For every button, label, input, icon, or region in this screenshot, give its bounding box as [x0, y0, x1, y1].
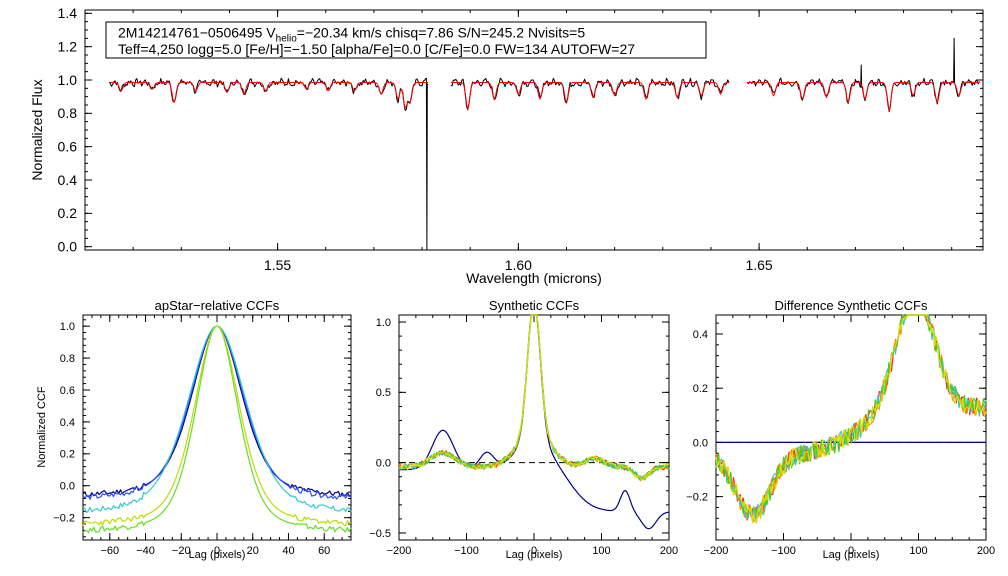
apstar-ylabel: Normalized CCF — [36, 386, 48, 468]
apstar-ccf-line — [82, 325, 352, 527]
x-tick-label: 100 — [909, 545, 927, 557]
x-tick-label: −200 — [387, 545, 412, 557]
apstar-ccf-line — [82, 325, 352, 534]
difference-ccf-line — [715, 314, 987, 521]
y-tick-label: 1.0 — [58, 72, 78, 88]
difference-ccf-line — [715, 314, 987, 518]
apstar-ccf-line — [82, 325, 352, 514]
spectrum-axes: 1.55 1.60 1.65 0.0 0.2 0.4 0.6 0.8 1.0 1.2 1.4 — [58, 5, 983, 273]
y-tick-label: 1.2 — [58, 39, 78, 55]
difference-title: Difference Synthetic CCFs — [775, 298, 928, 313]
y-tick-label: 1.0 — [376, 317, 391, 329]
x-tick-label: −100 — [454, 545, 479, 557]
y-tick-label: 0.6 — [60, 385, 75, 397]
info-line1-sub: helio — [276, 34, 298, 45]
x-tick-label: 200 — [977, 545, 995, 557]
spectrum-observed-line — [108, 77, 429, 251]
apstar-ccf-line — [82, 325, 352, 500]
x-tick-label: 100 — [592, 545, 610, 557]
y-tick-label: 0.6 — [58, 139, 78, 155]
y-tick-label: 0.8 — [58, 105, 78, 121]
synthetic-title: Synthetic CCFs — [489, 298, 580, 313]
y-tick-label: 0.2 — [58, 205, 78, 221]
y-tick-label: 0.5 — [376, 387, 391, 399]
spectrum-observed-line — [746, 37, 980, 113]
y-tick-label: 0.8 — [60, 353, 75, 365]
x-tick-label: 40 — [282, 545, 294, 557]
synthetic-xlabel: Lag (pixels) — [506, 549, 563, 561]
synthetic-frame — [398, 314, 670, 541]
spectrum-model-line — [747, 82, 980, 112]
y-tick-label: 1.0 — [60, 321, 75, 333]
synthetic-axes: −200 −100 0 100 200 −0.5 0.0 0.5 1.0 — [369, 315, 678, 557]
apstar-title: apStar−relative CCFs — [155, 298, 280, 313]
difference-ccf-panel: Difference Synthetic CCFs −200 −100 0 100 20… — [686, 298, 995, 561]
difference-ccf-line — [715, 314, 987, 524]
synthetic-ccf-line — [398, 314, 670, 481]
synthetic-series — [398, 314, 670, 530]
apstar-xlabel: Lag (pixels) — [189, 549, 246, 561]
x-tick-label: −40 — [136, 545, 155, 557]
y-tick-label: 0.4 — [58, 172, 78, 188]
spectrum-model-line — [109, 82, 429, 109]
y-tick-label: 0.2 — [693, 383, 708, 395]
difference-series — [715, 314, 987, 524]
y-tick-label: 0.0 — [693, 437, 708, 449]
synthetic-ccf-line — [398, 314, 670, 482]
x-tick-label: −20 — [172, 545, 191, 557]
x-tick-label: −200 — [704, 545, 729, 557]
spectrum-model-line — [450, 82, 729, 110]
x-tick-label: 20 — [247, 545, 259, 557]
x-tick-label: −60 — [100, 545, 119, 557]
difference-frame — [715, 314, 987, 541]
info-line1-a: 2M14214761−0506495 V — [118, 25, 276, 41]
spectrum-xlabel: Wavelength (microns) — [466, 270, 602, 286]
y-tick-label: 0.0 — [376, 458, 391, 470]
y-tick-label: −0.5 — [369, 528, 391, 540]
y-tick-label: 0.0 — [58, 239, 78, 255]
apstar-ccf-panel: apStar−relative CCFs −60 −40 −20 0 20 40 60 −0.… — [36, 298, 352, 561]
apstar-ccf-line — [82, 325, 352, 498]
spectrum-panel: 1.55 1.60 1.65 0.0 0.2 0.4 0.6 0.8 1.0 1.2 1.4 2M1… — [29, 5, 984, 286]
y-tick-label: −0.2 — [53, 513, 75, 525]
y-tick-label: 1.4 — [58, 5, 78, 21]
info-line1-b: =−20.34 km/s chisq=7.86 S/N=245.2 Nvisit… — [297, 25, 586, 41]
x-tick-label: 1.60 — [505, 257, 532, 273]
apstar-series — [82, 325, 352, 534]
x-tick-label: 0 — [214, 545, 220, 557]
x-tick-label: 0 — [848, 545, 854, 557]
y-tick-label: 0.0 — [60, 481, 75, 493]
x-tick-label: 0 — [531, 545, 537, 557]
x-tick-label: −100 — [771, 545, 796, 557]
spectrum-ylabel: Normalized Flux — [29, 79, 45, 180]
y-tick-label: 0.4 — [60, 417, 75, 429]
synthetic-ccf-panel: Synthetic CCFs −200 −100 0 100 200 −0.5 0.0 0.5… — [369, 298, 678, 561]
difference-ccf-line — [715, 314, 987, 520]
difference-xlabel: Lag (pixels) — [823, 549, 880, 561]
difference-axes: −200 −100 0 100 200 −0.2 0.0 0.2 0.4 — [686, 315, 995, 557]
y-tick-label: −0.2 — [686, 491, 708, 503]
x-tick-label: 200 — [660, 545, 678, 557]
spectrum-info-line1: 2M14214761−0506495 Vhelio=−20.34 km/s ch… — [118, 25, 585, 45]
difference-ccf-line — [715, 314, 987, 523]
x-tick-label: 1.55 — [264, 257, 291, 273]
spectrum-info-box — [105, 21, 707, 59]
spectrum-series — [108, 37, 980, 251]
apstar-axes: −60 −40 −20 0 20 40 60 −0.2 0.0 0.2 0.4 0.6 0.8 1.0 — [53, 315, 352, 557]
y-tick-label: 0.4 — [693, 329, 708, 341]
synthetic-ccf-line — [399, 314, 670, 530]
x-tick-label: 1.65 — [745, 257, 772, 273]
x-tick-label: 60 — [318, 545, 330, 557]
y-tick-label: 0.2 — [60, 449, 75, 461]
spectrum-info-line2: Teff=4,250 logg=5.0 [Fe/H]=−1.50 [alpha/… — [118, 41, 635, 57]
